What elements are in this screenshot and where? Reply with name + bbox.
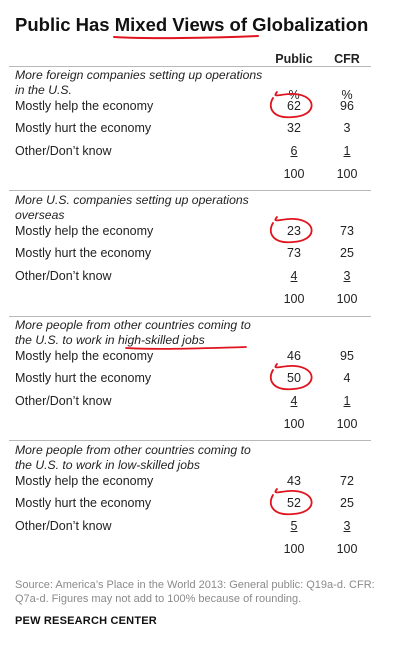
value-cfr: 1 — [343, 394, 351, 408]
value-public: 50 — [287, 371, 301, 385]
question-text: More U.S. companies setting up operation… — [15, 193, 249, 222]
group-divider-2 — [9, 190, 371, 191]
row-label: Mostly help the economy — [15, 224, 154, 238]
row-label: Other/Don’t know — [15, 269, 112, 283]
value-cfr: 1 — [343, 144, 351, 158]
value-public: 23 — [287, 224, 301, 238]
row-label: Mostly hurt the economy — [15, 496, 152, 510]
question-text: More foreign companies setting up operat… — [15, 68, 263, 97]
column-header-cfr: CFR — [334, 52, 360, 66]
total-cfr: 100 — [336, 167, 358, 181]
value-public: 46 — [287, 349, 301, 363]
row-label: Mostly help the economy — [15, 99, 154, 113]
value-cfr: 72 — [340, 474, 354, 488]
value-cfr: 25 — [340, 496, 354, 510]
question-text: More people from other countries coming … — [15, 443, 251, 472]
value-cfr: 25 — [340, 246, 354, 260]
total-cfr: 100 — [336, 417, 358, 431]
value-cfr: 95 — [340, 349, 354, 363]
question-text: More people from other countries coming … — [15, 318, 251, 347]
total-public: 100 — [283, 167, 305, 181]
value-public: 73 — [287, 246, 301, 260]
column-header-public: Public — [275, 52, 313, 66]
value-cfr: 3 — [343, 121, 351, 135]
value-cfr: 96 — [340, 99, 354, 113]
value-public: 4 — [290, 394, 298, 408]
value-public: 4 — [290, 269, 298, 283]
value-public: 62 — [287, 99, 301, 113]
title-underline-stroke — [113, 35, 259, 40]
group-divider-1 — [9, 66, 371, 67]
total-public: 100 — [283, 292, 305, 306]
row-label: Other/Don’t know — [15, 394, 112, 408]
row-label: Mostly hurt the economy — [15, 121, 152, 135]
value-cfr: 3 — [343, 519, 351, 533]
chart-title: Public Has Mixed Views of Globalization — [15, 14, 369, 35]
row-label: Other/Don’t know — [15, 144, 112, 158]
value-cfr: 3 — [343, 269, 351, 283]
value-public: 5 — [290, 519, 298, 533]
value-public: 43 — [287, 474, 301, 488]
row-label: Mostly help the economy — [15, 349, 154, 363]
total-cfr: 100 — [336, 292, 358, 306]
row-label: Mostly help the economy — [15, 474, 154, 488]
group-divider-3 — [9, 316, 371, 317]
value-public: 6 — [290, 144, 298, 158]
unit-label-cfr: % — [341, 88, 353, 102]
total-public: 100 — [283, 417, 305, 431]
value-public: 32 — [287, 121, 301, 135]
credit-line: PEW RESEARCH CENTER — [15, 615, 157, 627]
row-label: Mostly hurt the economy — [15, 246, 152, 260]
total-public: 100 — [283, 542, 305, 556]
value-cfr: 4 — [343, 371, 351, 385]
source-note: Source: America’s Place in the World 201… — [15, 579, 375, 605]
group-divider-4 — [9, 440, 371, 441]
total-cfr: 100 — [336, 542, 358, 556]
row-label: Mostly hurt the economy — [15, 371, 152, 385]
value-public: 52 — [287, 496, 301, 510]
value-cfr: 73 — [340, 224, 354, 238]
row-label: Other/Don’t know — [15, 519, 112, 533]
